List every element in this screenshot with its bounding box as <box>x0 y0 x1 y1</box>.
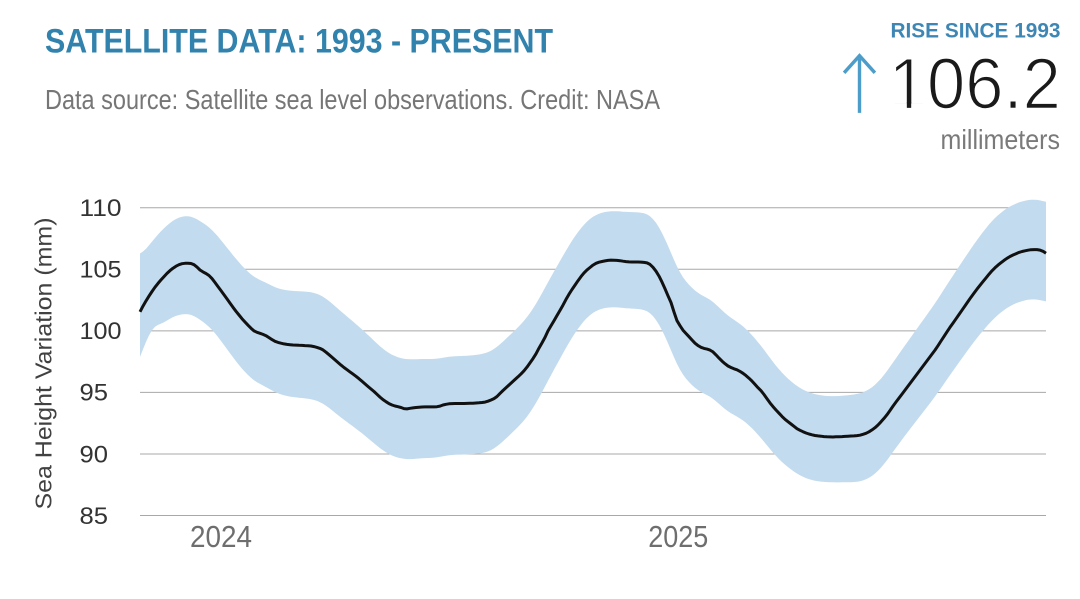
svg-text:Data source: Satellite sea lev: Data source: Satellite sea level observa… <box>45 84 660 115</box>
svg-text:2025: 2025 <box>648 519 708 554</box>
svg-text:105: 105 <box>80 257 122 284</box>
svg-text:2024: 2024 <box>190 519 252 554</box>
svg-text:95: 95 <box>80 380 109 407</box>
svg-text:millimeters: millimeters <box>941 124 1061 155</box>
svg-text:100: 100 <box>80 318 122 345</box>
svg-text:SATELLITE DATA: 1993 - PRESENT: SATELLITE DATA: 1993 - PRESENT <box>45 22 553 60</box>
svg-text:85: 85 <box>80 503 109 530</box>
svg-text:Sea Height Variation (mm): Sea Height Variation (mm) <box>31 218 57 510</box>
svg-text:RISE SINCE 1993: RISE SINCE 1993 <box>891 19 1061 43</box>
svg-text:106.2: 106.2 <box>889 44 1061 125</box>
svg-text:110: 110 <box>80 195 122 222</box>
svg-text:90: 90 <box>80 441 109 468</box>
